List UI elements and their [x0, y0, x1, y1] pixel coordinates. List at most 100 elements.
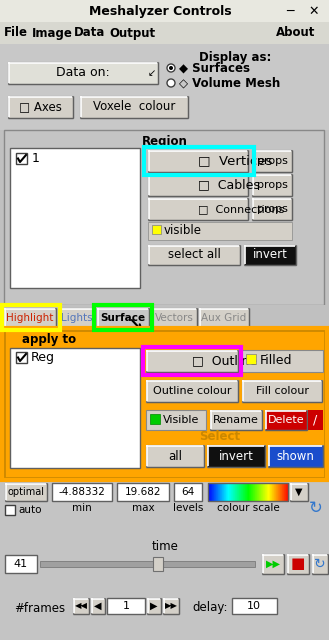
- Bar: [246, 354, 256, 364]
- Bar: [241, 350, 323, 372]
- Bar: [242, 380, 322, 402]
- Bar: [117, 483, 169, 501]
- Bar: [199, 308, 249, 328]
- Text: Outline colour: Outline colour: [153, 386, 231, 396]
- Text: select all: select all: [167, 248, 220, 262]
- Text: 1: 1: [32, 152, 40, 164]
- Bar: [2, 328, 327, 480]
- Bar: [4, 130, 324, 305]
- Text: ▼: ▼: [295, 487, 303, 497]
- Text: 64: 64: [181, 487, 195, 497]
- Text: Data: Data: [74, 26, 106, 40]
- Text: 10: 10: [247, 601, 261, 611]
- Text: □  Outline: □ Outline: [192, 355, 257, 367]
- Bar: [148, 222, 292, 240]
- Text: □  Vertices: □ Vertices: [198, 154, 272, 168]
- Text: ↻: ↻: [309, 499, 323, 517]
- Bar: [308, 410, 323, 430]
- Text: Rename: Rename: [213, 415, 259, 425]
- Text: invert: invert: [253, 248, 288, 262]
- Text: □  Connections: □ Connections: [198, 204, 284, 214]
- Bar: [0, 480, 329, 535]
- Text: time: time: [152, 541, 178, 554]
- Bar: [268, 445, 323, 467]
- Bar: [174, 483, 202, 501]
- Text: props: props: [257, 204, 288, 214]
- Bar: [5, 505, 15, 515]
- Text: Reg: Reg: [31, 351, 55, 364]
- Text: □ Axes: □ Axes: [19, 100, 62, 113]
- Bar: [0, 590, 329, 640]
- Bar: [0, 535, 329, 590]
- Text: props: props: [257, 156, 288, 166]
- Bar: [80, 96, 188, 118]
- Circle shape: [167, 64, 175, 72]
- Bar: [252, 198, 292, 220]
- Text: shown: shown: [277, 449, 315, 463]
- Bar: [232, 598, 277, 614]
- Bar: [16, 153, 27, 164]
- Text: Data on:: Data on:: [56, 67, 110, 79]
- Text: ■: ■: [291, 557, 305, 572]
- Bar: [0, 305, 329, 330]
- Text: ▶▶: ▶▶: [164, 602, 178, 611]
- Text: visible: visible: [164, 225, 202, 237]
- Bar: [91, 598, 105, 614]
- Circle shape: [169, 66, 173, 70]
- Text: delay:: delay:: [192, 602, 227, 614]
- Text: About: About: [276, 26, 316, 40]
- Bar: [10, 148, 140, 288]
- Bar: [147, 598, 161, 614]
- Text: Voxele  colour: Voxele colour: [93, 100, 175, 113]
- Bar: [244, 245, 296, 265]
- Bar: [252, 150, 292, 172]
- Bar: [0, 44, 329, 130]
- Bar: [150, 414, 160, 424]
- Text: Select: Select: [199, 431, 240, 444]
- Bar: [208, 483, 288, 501]
- Bar: [146, 350, 238, 372]
- Bar: [265, 410, 307, 430]
- Text: optimal: optimal: [8, 487, 44, 497]
- Text: Fill colour: Fill colour: [256, 386, 309, 396]
- Bar: [40, 561, 255, 567]
- Text: ─: ─: [286, 4, 294, 17]
- Bar: [0, 22, 329, 44]
- Bar: [58, 308, 95, 328]
- Text: □  Cables: □ Cables: [198, 179, 260, 191]
- Text: Surface: Surface: [100, 313, 145, 323]
- Text: Display as:: Display as:: [199, 51, 271, 65]
- Text: 1: 1: [122, 601, 130, 611]
- Text: all: all: [168, 449, 182, 463]
- Text: max: max: [132, 503, 154, 513]
- Bar: [0, 0, 329, 22]
- Circle shape: [167, 79, 175, 87]
- Bar: [8, 62, 158, 84]
- Bar: [152, 225, 161, 234]
- Text: Delete: Delete: [268, 415, 304, 425]
- Bar: [4, 308, 56, 328]
- Bar: [287, 554, 309, 574]
- Bar: [8, 96, 73, 118]
- Text: Visible: Visible: [163, 415, 199, 425]
- Text: ◇ Volume Mesh: ◇ Volume Mesh: [179, 77, 280, 90]
- Bar: [52, 483, 112, 501]
- Text: ◆ Surfaces: ◆ Surfaces: [179, 61, 250, 74]
- Text: Image: Image: [32, 26, 72, 40]
- Text: Highlight: Highlight: [6, 313, 54, 323]
- Text: File: File: [4, 26, 28, 40]
- Text: ◀◀: ◀◀: [74, 602, 88, 611]
- Text: auto: auto: [18, 505, 41, 515]
- Bar: [252, 174, 292, 196]
- Bar: [94, 305, 152, 330]
- Text: colour scale: colour scale: [216, 503, 279, 513]
- Bar: [153, 557, 163, 571]
- Text: apply to: apply to: [22, 333, 76, 346]
- Text: 41: 41: [14, 559, 28, 569]
- Bar: [290, 483, 308, 501]
- Bar: [262, 554, 284, 574]
- Text: ✕: ✕: [309, 4, 319, 17]
- Bar: [148, 198, 248, 220]
- Bar: [97, 308, 149, 328]
- Bar: [146, 380, 238, 402]
